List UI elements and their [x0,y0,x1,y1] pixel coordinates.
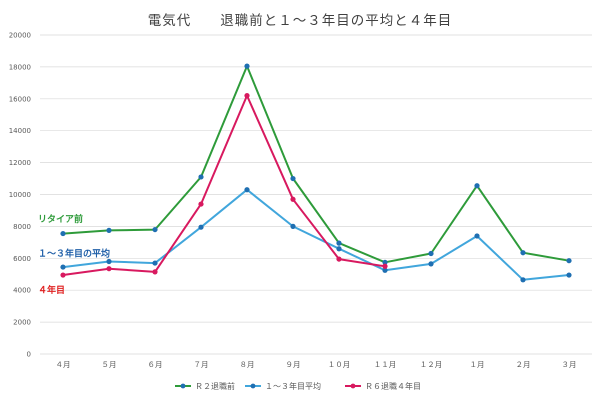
series-r2-line [62,65,478,264]
series-group [60,63,572,283]
y-tick-label: 8000 [13,223,31,231]
legend-marker [180,383,186,389]
legend-label: １～３年目平均 [265,381,321,391]
y-tick-label: 0 [27,351,31,359]
x-tick-label: ４月 [56,360,71,369]
series-r6-point [60,272,66,278]
series-avg-point [336,246,342,252]
series-r6-point [336,256,342,262]
x-tick-label: ９月 [286,360,301,369]
series-r2-point [428,250,434,257]
x-tick-label: ３月 [562,360,577,369]
y-axis: 0 2000 4000 6000 8000 10000 12000 14000 16000 180… [9,32,31,359]
series-avg-point [60,264,66,270]
series-avg-point [198,224,204,230]
legend-marker [350,383,356,389]
series-r6-point [198,201,204,207]
x-tick-label: １２月 [420,360,443,369]
annotations: リタイア前 １～３年目の平均 ４年目 [38,213,110,296]
x-tick-label: ７月 [194,360,209,369]
y-tick-label: 16000 [9,95,31,103]
x-tick-label: １１月 [374,360,397,369]
annotation-label: ４年目 [38,284,65,296]
annotation-label: リタイア前 [38,213,83,225]
series-avg-point [106,258,112,265]
gridlines [40,34,592,355]
series-avg-point [474,233,480,239]
x-tick-label: １月 [470,360,485,369]
series-r2-point [336,240,342,246]
x-axis: ４月 ５月 ６月 ７月 ８月 ９月 １０月 １１月 １２月 １月 ２月 ３月 [56,360,577,369]
series-r2-point [474,183,480,189]
series-r2-point [290,175,296,182]
series-avg-line [62,188,570,281]
series-avg-point [290,223,296,229]
series-r6-point [382,263,388,269]
legend-label: Ｒ２退職前 [195,381,235,391]
y-tick-label: 10000 [9,191,31,199]
series-avg-point [428,261,434,267]
series-r6-point [106,266,112,272]
y-tick-label: 2000 [13,319,31,327]
series-r6-point [290,196,296,202]
x-tick-label: ２月 [516,360,531,369]
chart-title: 電気代 退職前と１～３年目の平均と４年目 [147,13,453,29]
y-tick-label: 12000 [9,159,31,167]
series-r2-point [106,227,112,233]
series-r2-point [244,63,250,69]
x-tick-label: ６月 [148,360,163,369]
series-r6-point [244,93,250,99]
series-r2-point [566,258,572,264]
series-avg-point [566,272,572,278]
series-r6-point [152,269,158,275]
series-r2-point [520,250,526,256]
series-avg-point [520,277,526,283]
legend-marker [250,383,256,389]
annotation-label: １～３年目の平均 [38,248,110,260]
series-avg-point [382,267,388,273]
legend: Ｒ２退職前 １～３年目平均 Ｒ６退職４年目 [175,381,421,391]
x-tick-label: ５月 [102,360,117,369]
series-avg-point [152,260,158,266]
x-tick-label: １０月 [328,360,351,369]
y-tick-label: 14000 [9,127,31,135]
series-r2-point [60,230,66,237]
series-r2-point [382,259,388,265]
series-r2-point [198,174,204,180]
legend-label: Ｒ６退職４年目 [365,381,421,391]
y-tick-label: 20000 [9,32,31,40]
series-avg-point [244,187,250,193]
y-tick-label: 6000 [13,255,31,263]
x-tick-label: ８月 [240,360,255,369]
series-r2-point [152,226,158,233]
y-tick-label: 18000 [9,63,31,71]
y-tick-label: 4000 [13,287,31,295]
series-r6-line [62,94,386,276]
